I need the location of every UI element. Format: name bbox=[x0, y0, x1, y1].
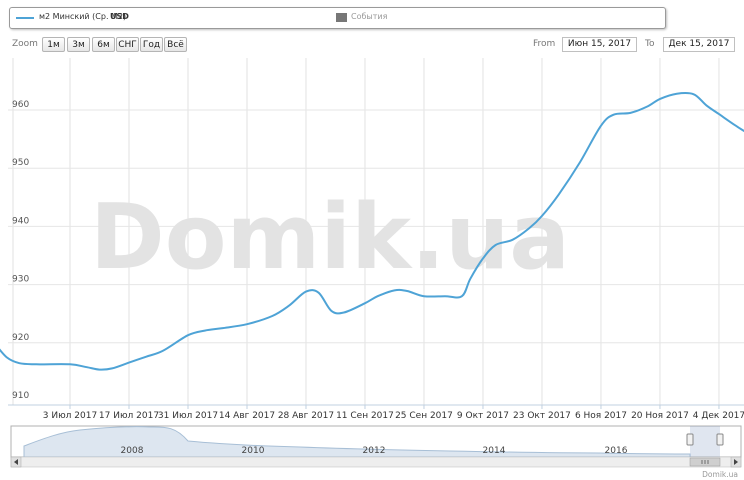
scrollbar-track bbox=[10, 456, 742, 468]
navigator-year-label: 2012 bbox=[363, 446, 386, 456]
x-tick-label: 28 Авг 2017 bbox=[278, 411, 334, 421]
x-tick-label: 6 Ноя 2017 bbox=[575, 411, 627, 421]
x-axis-ticks bbox=[69, 405, 720, 409]
x-tick-label: 31 Июл 2017 bbox=[158, 411, 218, 421]
from-label: From bbox=[533, 39, 556, 49]
x-tick-label: 11 Сен 2017 bbox=[336, 411, 394, 421]
scrollbar[interactable] bbox=[10, 456, 742, 468]
x-tick-label: 17 Июл 2017 bbox=[99, 411, 159, 421]
zoom-6m-button[interactable]: 6м bbox=[92, 37, 115, 52]
navigator-handle-right bbox=[716, 433, 724, 446]
y-gridlines bbox=[8, 109, 744, 344]
zoom-all-button[interactable]: Всё bbox=[164, 37, 187, 52]
x-tick-label: 9 Окт 2017 bbox=[457, 411, 509, 421]
navigator-series-area bbox=[23, 426, 691, 458]
x-tick-label: 25 Сен 2017 bbox=[395, 411, 453, 421]
to-label: To bbox=[645, 39, 655, 49]
scroll-left-arrow-icon bbox=[14, 459, 18, 465]
navigator-year-label: 2014 bbox=[483, 446, 506, 456]
y-axis-labels: 910 920 930 940 950 960 bbox=[12, 100, 29, 401]
scrollbar-grip-icon bbox=[701, 460, 709, 464]
x-tick-label: 4 Дек 2017 bbox=[693, 411, 744, 421]
zoom-1m-button[interactable]: 1м bbox=[42, 37, 65, 52]
navigator-handle-left bbox=[686, 433, 694, 446]
zoom-1y-button[interactable]: Год bbox=[140, 37, 163, 52]
navigator-selection bbox=[690, 426, 720, 457]
navigator-year-labels: 2008 2010 2012 2014 2016 bbox=[121, 446, 628, 456]
from-date-input[interactable]: Июн 15, 2017 bbox=[562, 37, 637, 52]
scroll-right-arrow-icon bbox=[734, 459, 738, 465]
y-tick-label: 910 bbox=[12, 391, 29, 401]
y-tick-label: 920 bbox=[12, 333, 29, 343]
navigator-year-label: 2010 bbox=[242, 446, 265, 456]
legend-events-label[interactable]: События bbox=[351, 12, 388, 21]
credit-label[interactable]: Domik.ua bbox=[702, 470, 738, 479]
x-gridlines bbox=[12, 58, 720, 405]
navigator[interactable]: 2008 2010 2012 2014 2016 bbox=[10, 425, 742, 458]
zoom-ytd-button[interactable]: СНГ bbox=[116, 37, 139, 52]
legend: м2 Минский (Ср. М2) USD События bbox=[9, 7, 666, 29]
x-tick-label: 20 Ноя 2017 bbox=[631, 411, 689, 421]
series-line bbox=[0, 91, 744, 371]
to-date-input[interactable]: Дек 15, 2017 bbox=[663, 37, 735, 52]
legend-series-line bbox=[16, 17, 34, 19]
legend-series-label[interactable]: м2 Минский (Ср. М2) bbox=[39, 12, 127, 21]
y-tick-label: 960 bbox=[12, 100, 29, 110]
events-swatch-icon[interactable] bbox=[336, 13, 347, 22]
watermark: Domik.ua bbox=[90, 185, 570, 290]
zoom-3m-button[interactable]: 3м bbox=[67, 37, 90, 52]
legend-unit-label: USD bbox=[110, 12, 129, 21]
x-tick-label: 23 Окт 2017 bbox=[513, 411, 571, 421]
y-tick-label: 930 bbox=[12, 275, 29, 285]
navigator-year-label: 2016 bbox=[605, 446, 628, 456]
zoom-label: Zoom bbox=[12, 39, 38, 49]
x-tick-label: 3 Июл 2017 bbox=[43, 411, 97, 421]
y-tick-label: 940 bbox=[12, 216, 29, 226]
navigator-year-label: 2008 bbox=[121, 446, 144, 456]
y-tick-label: 950 bbox=[12, 158, 29, 168]
x-tick-label: 14 Авг 2017 bbox=[219, 411, 275, 421]
series-group bbox=[0, 91, 744, 371]
